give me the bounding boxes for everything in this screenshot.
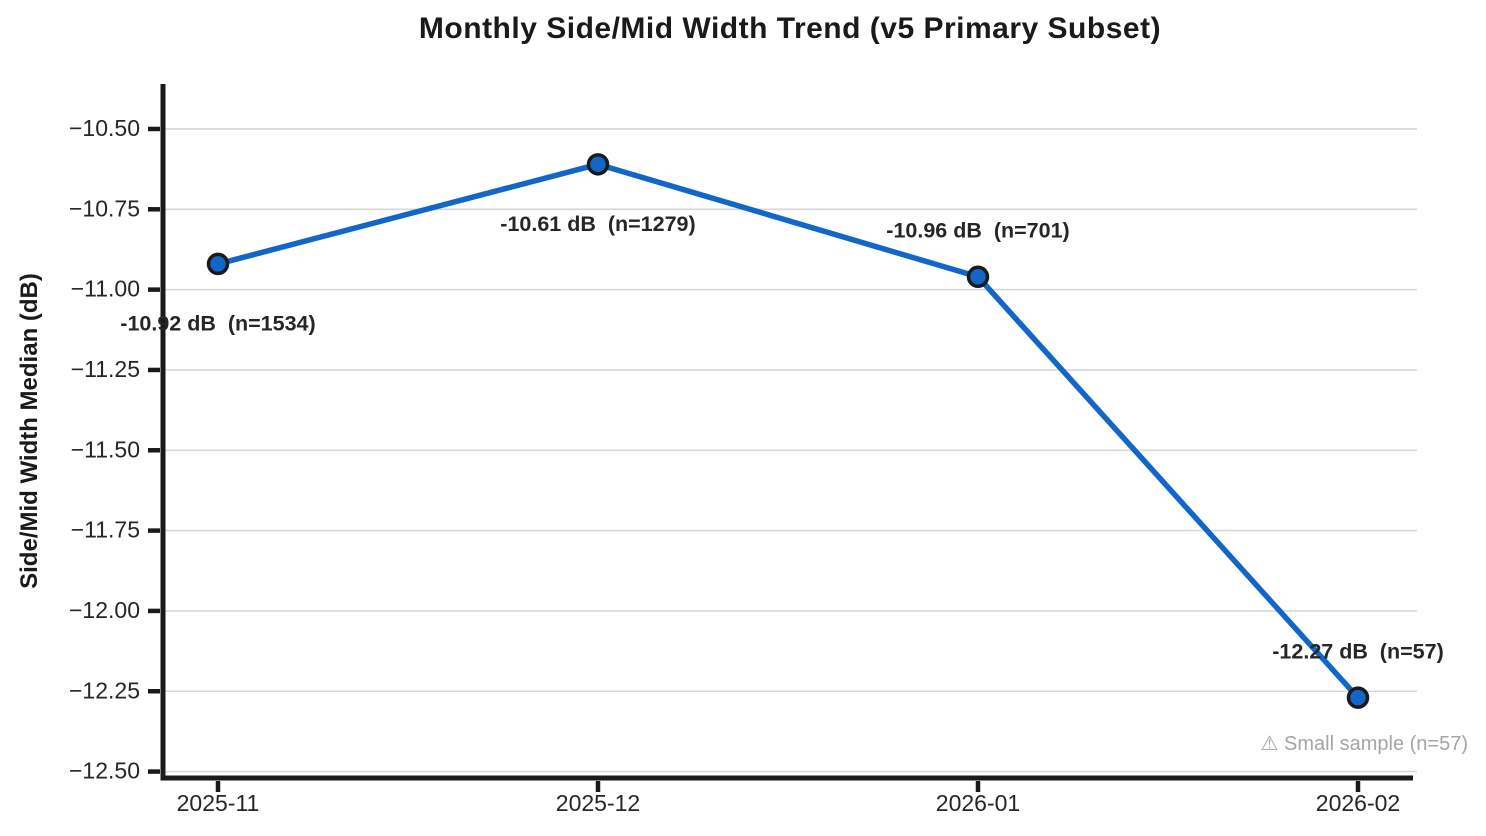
data-point-marker [206,252,230,276]
small-sample-note: ⚠ Small sample (n=57) [1260,733,1468,755]
data-point-marker [1346,686,1370,709]
point-annotation: -10.96 dB (n=701) [886,218,1069,242]
y-tick-label: −11.50 [71,436,140,462]
y-tick-label: −12.50 [69,758,140,784]
x-axis-spine [160,775,1413,781]
point-annotation: -10.61 dB (n=1279) [500,212,695,236]
x-tick-label: 2025-12 [556,790,640,816]
y-tick-label: −10.50 [69,115,140,141]
chart-title: Monthly Side/Mid Width Trend (v5 Primary… [418,12,1162,45]
y-tick-label: −10.75 [69,195,140,221]
trend-line [215,161,1361,701]
y-tick-label: −11.75 [71,517,140,543]
y-tick-label: −12.00 [69,597,140,623]
y-axis-spine [160,84,166,781]
point-annotation: -12.27 dB (n=57) [1272,639,1443,663]
data-point-marker [586,153,610,176]
point-annotation: -10.92 dB (n=1534) [120,312,315,336]
x-tick-label: 2025-11 [177,790,260,816]
y-tick-label: −11.25 [71,356,140,382]
y-tick-label: −11.00 [71,276,140,302]
x-tick-label: 2026-01 [936,790,1020,816]
x-tick-label: 2026-02 [1316,790,1400,816]
data-point-marker [966,265,990,289]
y-tick-label: −12.25 [69,677,140,703]
